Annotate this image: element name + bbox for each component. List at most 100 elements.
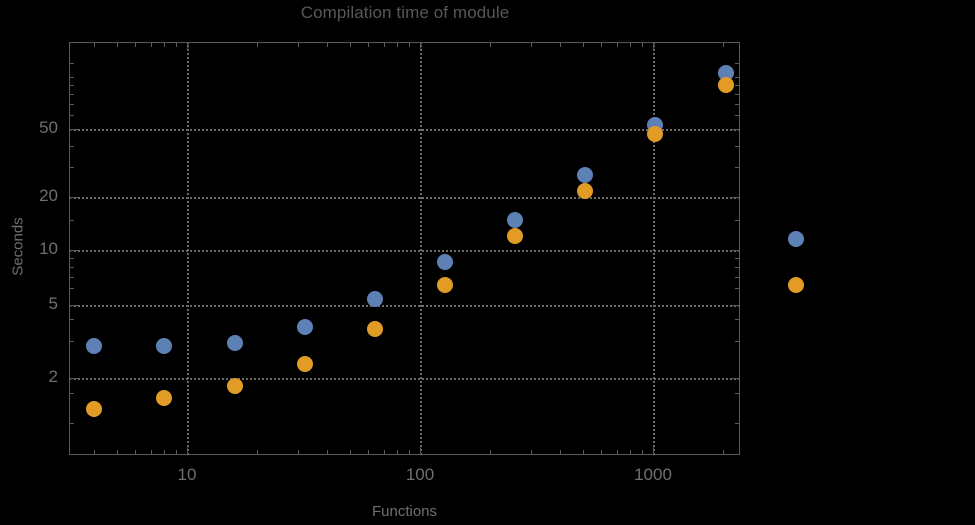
horizontal-gridline — [69, 197, 740, 199]
x-axis-minor-tick — [383, 450, 385, 455]
x-axis-minor-tick — [409, 42, 411, 47]
data-point[interactable] — [366, 291, 383, 308]
x-axis-minor-tick — [368, 450, 370, 455]
y-axis-minor-tick — [69, 266, 74, 268]
outlier-data-point[interactable] — [787, 276, 804, 293]
y-axis-title: Seconds — [9, 217, 27, 276]
x-axis-minor-tick — [135, 450, 137, 455]
x-axis-minor-tick — [582, 450, 584, 455]
x-axis-minor-tick — [383, 42, 385, 47]
x-axis-minor-tick — [601, 42, 603, 47]
y-axis-tick — [731, 250, 740, 251]
horizontal-gridline — [69, 378, 740, 380]
x-axis-minor-tick — [601, 450, 603, 455]
x-axis-minor-tick — [397, 450, 399, 455]
data-point[interactable] — [86, 401, 103, 418]
y-axis-minor-tick — [735, 167, 740, 169]
y-axis-tick-label: 10 — [39, 239, 58, 258]
x-axis-minor-tick — [257, 450, 259, 455]
y-axis-minor-tick — [735, 93, 740, 95]
x-axis-minor-tick — [531, 450, 533, 455]
outlier-data-point[interactable] — [787, 231, 804, 248]
data-point[interactable] — [86, 337, 103, 354]
y-axis-minor-tick — [735, 115, 740, 117]
y-axis-tick — [69, 250, 78, 251]
data-point[interactable] — [226, 377, 243, 394]
x-axis-minor-tick — [560, 42, 562, 47]
x-axis-tick — [187, 446, 188, 455]
y-axis-minor-tick — [735, 288, 740, 290]
x-axis-tick-label: 10 — [177, 465, 197, 484]
y-axis-minor-tick — [69, 145, 74, 147]
y-axis-minor-tick — [69, 257, 74, 259]
x-axis-minor-tick — [150, 42, 152, 47]
x-axis-minor-tick — [630, 42, 632, 47]
y-axis-minor-tick — [69, 84, 74, 86]
y-axis-minor-tick — [69, 423, 74, 425]
x-axis-minor-tick — [723, 450, 725, 455]
y-axis-minor-tick — [69, 76, 74, 78]
data-point[interactable] — [436, 276, 453, 293]
y-axis-minor-tick — [69, 288, 74, 290]
y-axis-minor-tick — [735, 266, 740, 268]
x-axis-minor-tick — [94, 450, 96, 455]
y-axis-minor-tick — [69, 392, 74, 394]
plot-area[interactable] — [69, 42, 740, 455]
data-point[interactable] — [436, 254, 453, 271]
data-point[interactable] — [647, 125, 664, 142]
y-axis-minor-tick — [69, 318, 74, 320]
x-axis-minor-tick — [560, 450, 562, 455]
data-point[interactable] — [156, 389, 173, 406]
y-axis-minor-tick — [735, 257, 740, 259]
data-point[interactable] — [156, 337, 173, 354]
data-point[interactable] — [226, 335, 243, 352]
data-point[interactable] — [296, 355, 313, 372]
horizontal-gridline — [69, 129, 740, 131]
x-axis-minor-tick — [176, 42, 178, 47]
x-axis-minor-tick — [368, 42, 370, 47]
data-point[interactable] — [507, 228, 524, 245]
plot-frame-border — [69, 42, 740, 455]
x-axis-minor-tick — [490, 450, 492, 455]
data-point[interactable] — [717, 76, 734, 93]
y-axis-minor-tick — [69, 115, 74, 117]
x-axis-minor-tick — [116, 450, 118, 455]
x-axis-title: Functions — [371, 503, 438, 520]
data-point[interactable] — [507, 211, 524, 228]
vertical-gridline — [187, 42, 189, 455]
horizontal-gridline — [69, 305, 740, 307]
x-axis-minor-tick — [531, 42, 533, 47]
x-axis-minor-tick — [582, 42, 584, 47]
x-axis-minor-tick — [327, 450, 329, 455]
y-axis-minor-tick — [735, 392, 740, 394]
y-axis-minor-tick — [69, 103, 74, 105]
y-axis-minor-tick — [735, 423, 740, 425]
x-axis-minor-tick — [298, 450, 300, 455]
x-axis-minor-tick — [616, 450, 618, 455]
data-point[interactable] — [366, 320, 383, 337]
y-axis-tick — [69, 197, 78, 198]
data-point[interactable] — [577, 167, 594, 184]
y-axis-tick — [731, 305, 740, 306]
y-axis-tick — [69, 129, 78, 130]
data-point[interactable] — [296, 318, 313, 335]
x-axis-minor-tick — [409, 450, 411, 455]
y-axis-minor-tick — [735, 76, 740, 78]
y-axis-tick — [731, 129, 740, 130]
y-axis-tick-label: 5 — [48, 294, 58, 313]
x-axis-minor-tick — [642, 450, 644, 455]
y-axis-tick — [731, 378, 740, 379]
x-axis-minor-tick — [164, 42, 166, 47]
x-axis-minor-tick — [397, 42, 399, 47]
y-axis-minor-tick — [735, 340, 740, 342]
x-axis-minor-tick — [630, 450, 632, 455]
x-axis-minor-tick — [164, 450, 166, 455]
x-axis-tick-label: 1000 — [634, 465, 672, 484]
y-axis-minor-tick — [69, 167, 74, 169]
y-axis-minor-tick — [735, 219, 740, 221]
y-axis-tick-label: 2 — [48, 367, 58, 386]
y-axis-minor-tick — [735, 103, 740, 105]
x-axis-minor-tick — [135, 42, 137, 47]
y-axis-tick — [69, 305, 78, 306]
data-point[interactable] — [577, 182, 594, 199]
